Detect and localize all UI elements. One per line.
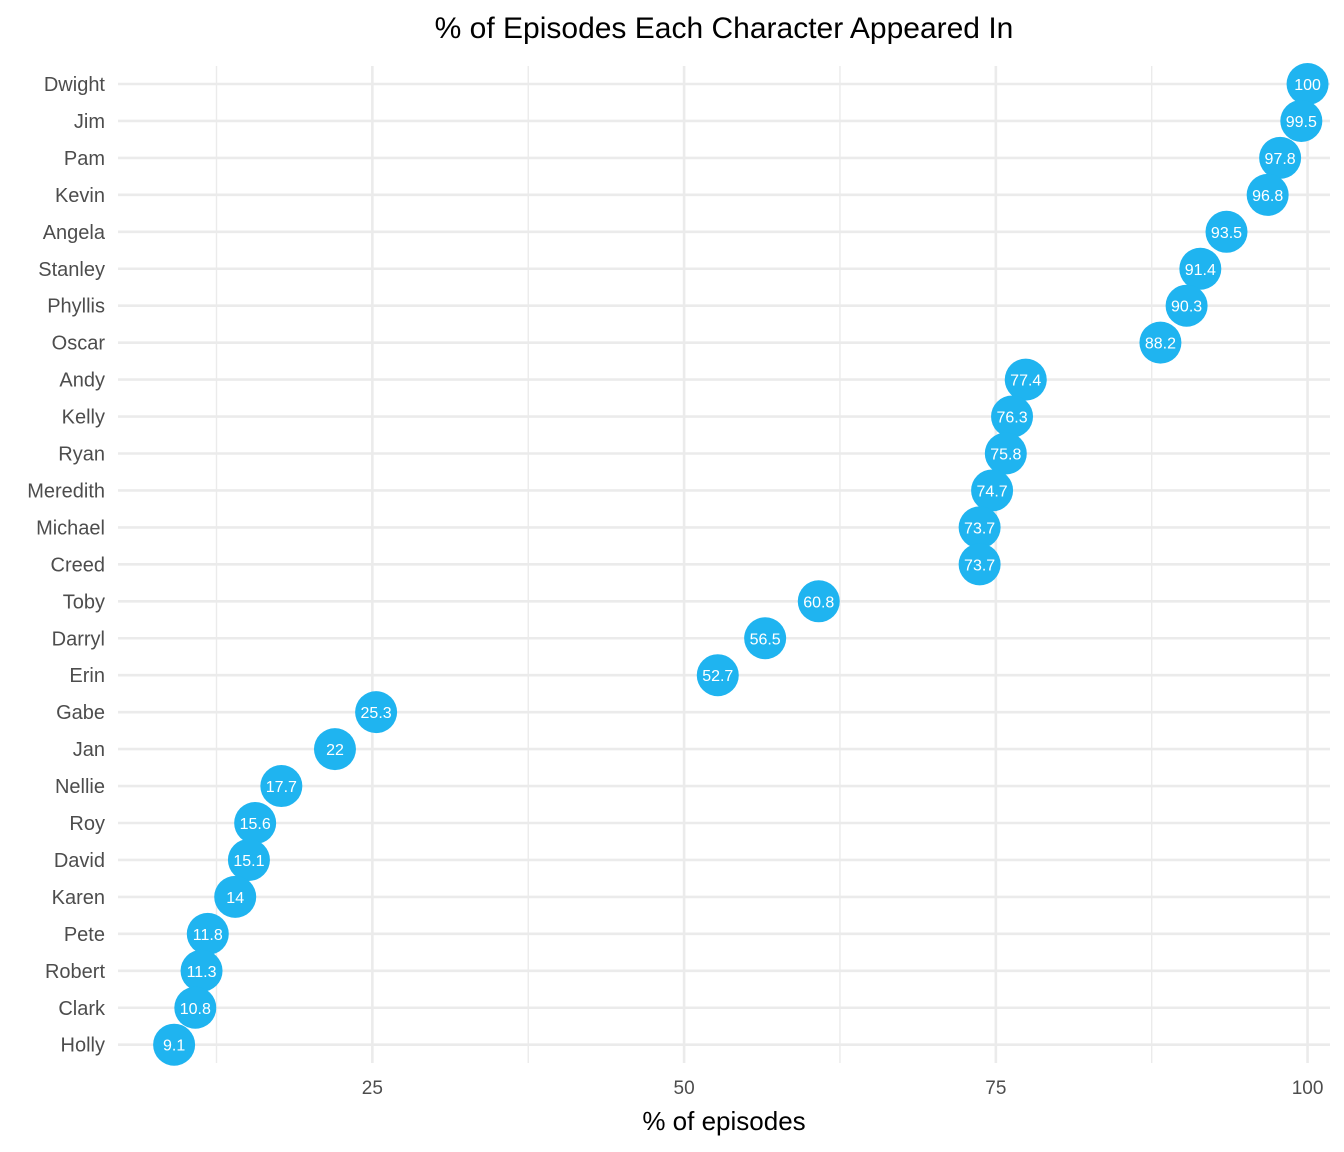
category-label: Jim [74, 111, 105, 133]
data-label: 100 [1294, 77, 1321, 94]
data-point [696, 654, 739, 697]
data-label: 91.4 [1185, 262, 1216, 279]
data-label: 93.5 [1211, 225, 1242, 242]
data-point [991, 395, 1034, 438]
category-label: David [54, 850, 105, 872]
data-point [153, 1023, 196, 1066]
category-label: Gabe [56, 702, 105, 724]
x-axis-label: % of episodes [642, 1106, 805, 1136]
data-point [234, 802, 277, 844]
data-label: 76.3 [996, 410, 1027, 427]
category-label: Robert [45, 961, 105, 983]
data-point [174, 986, 217, 1029]
category-label: Holly [61, 1035, 105, 1057]
category-label: Pete [64, 924, 105, 946]
data-label: 15.1 [233, 853, 264, 870]
category-label: Meredith [27, 480, 105, 502]
data-label: 15.6 [240, 816, 271, 833]
data-label: 11.8 [193, 927, 223, 944]
data-label: 99.5 [1286, 114, 1317, 131]
data-label: 17.7 [266, 779, 297, 796]
x-tick-labels: 25 50 75 100 [362, 1078, 1324, 1099]
x-tick-label: 75 [985, 1078, 1006, 1099]
x-tick-label: 100 [1292, 1078, 1324, 1099]
data-label: 77.4 [1010, 373, 1041, 390]
x-tick-label: 50 [674, 1078, 695, 1099]
data-label: 88.2 [1145, 336, 1176, 353]
data-label: 9.1 [163, 1038, 185, 1055]
data-points [153, 63, 1329, 1066]
data-label: 60.8 [803, 594, 834, 611]
data-point [227, 838, 270, 881]
category-label: Pam [64, 148, 105, 170]
data-point [1259, 136, 1302, 179]
data-point [744, 617, 787, 660]
data-point [1286, 63, 1329, 105]
data-point [313, 728, 356, 771]
category-label: Darryl [52, 628, 105, 650]
category-label: Stanley [38, 259, 105, 281]
data-label: 90.3 [1171, 299, 1202, 316]
category-label: Andy [59, 370, 105, 392]
category-label: Kevin [55, 185, 105, 207]
data-label: 52.7 [702, 668, 733, 685]
data-point [958, 506, 1001, 549]
category-labels: Dwight Jim Pam Kevin Angela Stanley Phyllis Osc… [27, 74, 106, 1057]
data-label: 25.3 [361, 705, 392, 722]
data-label: 73.7 [964, 557, 995, 574]
data-point [1179, 247, 1222, 290]
row-gridlines [118, 82, 1330, 1046]
category-label: Dwight [44, 74, 106, 96]
data-label: 97.8 [1265, 151, 1296, 168]
category-label: Michael [36, 517, 105, 539]
data-label: 10.8 [180, 1001, 211, 1018]
category-label: Phyllis [47, 296, 105, 318]
category-label: Clark [58, 998, 106, 1020]
data-label: 96.8 [1252, 188, 1283, 205]
category-label: Kelly [62, 407, 105, 429]
data-point [355, 691, 398, 734]
category-label: Nellie [55, 776, 105, 798]
data-point [1280, 99, 1323, 142]
data-label: 75.8 [990, 447, 1021, 464]
category-label: Angela [43, 222, 106, 244]
chart-title: % of Episodes Each Character Appeared In [435, 12, 1014, 45]
data-point [1205, 210, 1248, 253]
data-label: 74.7 [977, 483, 1008, 500]
category-label: Jan [73, 739, 105, 761]
data-point [1004, 358, 1047, 401]
category-label: Roy [69, 813, 105, 835]
data-point [797, 580, 840, 623]
data-point [260, 765, 303, 808]
data-point [958, 543, 1001, 586]
data-point [214, 875, 257, 918]
data-point [186, 912, 229, 955]
data-point [1139, 321, 1182, 364]
category-label: Ryan [58, 444, 105, 466]
data-point [1165, 284, 1208, 327]
data-label: 56.5 [750, 631, 781, 648]
category-label: Erin [69, 665, 105, 687]
data-point [984, 432, 1027, 475]
data-label: 14 [226, 890, 244, 907]
category-label: Creed [51, 554, 105, 576]
data-point [1246, 173, 1289, 216]
data-label: 22 [326, 742, 344, 759]
category-label: Oscar [52, 333, 106, 355]
data-point [180, 949, 223, 992]
data-label: 11.3 [187, 964, 217, 981]
category-label: Karen [52, 887, 105, 909]
x-tick-label: 25 [362, 1078, 383, 1099]
data-labels: 100 99.5 97.8 96.8 93.5 91.4 90.3 88.2 77.4 76.3 7… [163, 77, 1321, 1055]
category-label: Toby [63, 591, 105, 613]
data-point [971, 469, 1014, 512]
data-label: 73.7 [964, 520, 995, 537]
